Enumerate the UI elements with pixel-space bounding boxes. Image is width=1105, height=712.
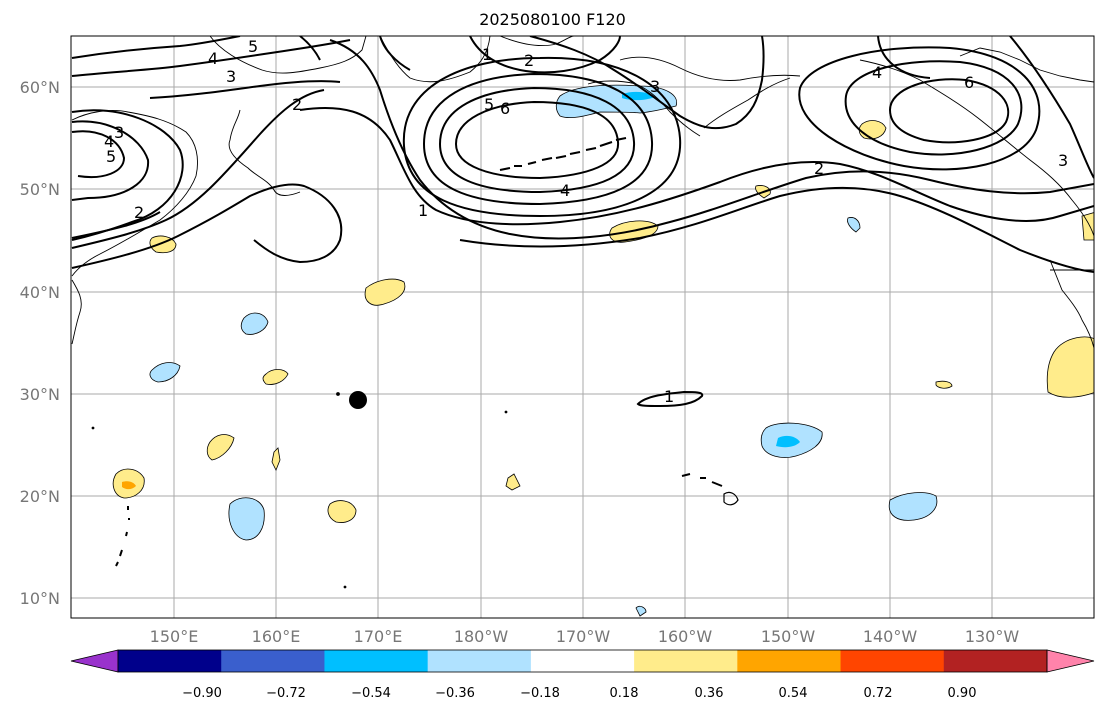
lon-label: 160°E: [252, 627, 301, 646]
lon-label: 160°W: [658, 627, 713, 646]
lon-label: 130°W: [965, 627, 1020, 646]
latitude-labels: 60°N 50°N 40°N 30°N 20°N 10°N: [20, 78, 60, 608]
colorbar-extend-low: [70, 649, 119, 673]
positive-anomaly-patch: [271, 447, 281, 471]
negative-anomaly-patch: [149, 362, 181, 383]
colorbar-tick: −0.18: [520, 686, 560, 701]
colorbar-tick: −0.54: [351, 686, 391, 701]
gridlines: [71, 36, 1094, 618]
lat-label: 20°N: [20, 487, 60, 506]
lon-label: 180°W: [454, 627, 509, 646]
colorbar-tick: −0.72: [266, 686, 306, 701]
longitude-labels: 150°E 160°E 170°E 180°W 170°W 160°W 150°…: [150, 627, 1020, 646]
positive-anomaly-patch: [206, 434, 235, 461]
colorbar-segment: [118, 650, 222, 672]
islands: [91, 137, 739, 589]
positive-anomaly-patch: [262, 369, 289, 385]
lat-label: 40°N: [20, 283, 60, 302]
strong-negative-anomaly-patch: [776, 435, 800, 448]
colorbar-tick: 0.90: [948, 686, 977, 701]
positive-anomaly-patch: [935, 380, 953, 389]
colorbar-segment: [634, 650, 738, 672]
contour-label: 4: [208, 49, 218, 68]
contour-label: 2: [134, 203, 144, 222]
contour-label: 3: [226, 67, 236, 86]
contour-label: 3: [650, 77, 660, 96]
colorbar-tick: 0.54: [779, 686, 808, 701]
contour-label: 1: [482, 45, 492, 64]
contour-label: 4: [872, 63, 882, 82]
negative-anomaly-patch: [635, 605, 647, 617]
positive-anomaly-patch: [1081, 212, 1094, 241]
positive-anomaly-patch: [327, 500, 357, 523]
contour-label: 6: [964, 73, 974, 92]
contour-label: 3: [1058, 151, 1068, 170]
positive-anomaly-patch: [364, 278, 406, 306]
contour-label: 3: [114, 123, 124, 142]
colorbar-tick: 0.36: [695, 686, 724, 701]
contour-label: 1: [664, 387, 674, 406]
contour-label: 2: [814, 159, 824, 178]
negative-anomaly-patch: [888, 492, 938, 521]
colorbar-tick-labels: −0.90 −0.72 −0.54 −0.36 −0.18 0.18 0.36 …: [182, 686, 976, 701]
positive-anomaly-patch: [1046, 336, 1094, 398]
negative-anomaly-patch: [228, 497, 265, 541]
contour-label: 5: [484, 95, 494, 114]
lat-label: 30°N: [20, 385, 60, 404]
contour-label: 1: [418, 201, 428, 220]
colorbar-segment: [427, 650, 532, 672]
lat-label: 50°N: [20, 180, 60, 199]
map-frame: [70, 35, 1095, 619]
colorbar-extend-high: [1046, 649, 1095, 673]
lon-label: 170°E: [354, 627, 403, 646]
contour-label: 5: [248, 37, 258, 56]
colorbar-segment: [530, 650, 635, 672]
colorbar-segment: [943, 650, 1048, 672]
colorbar-segment: [221, 650, 325, 672]
contour-lines: [71, 36, 1094, 408]
colorbar-tick: 0.72: [864, 686, 893, 701]
contour-label: 5: [106, 147, 116, 166]
colorbar-tick: 0.18: [610, 686, 639, 701]
lon-label: 150°W: [761, 627, 816, 646]
map-title: 2025080100 F120: [479, 10, 626, 29]
colorbar: [70, 649, 1095, 673]
lon-label: 170°W: [556, 627, 611, 646]
location-marker: [349, 391, 367, 409]
contour-label: 6: [500, 99, 510, 118]
lon-label: 150°E: [150, 627, 199, 646]
contour-label: 4: [104, 132, 114, 151]
negative-anomaly-patch: [847, 217, 861, 233]
colorbar-tick: −0.36: [435, 686, 475, 701]
contour-label: 4: [560, 181, 570, 200]
lat-label: 10°N: [20, 589, 60, 608]
colorbar-segment: [737, 650, 842, 672]
lon-label: 140°W: [863, 627, 918, 646]
colorbar-segment: [840, 650, 945, 672]
positive-anomaly-patch: [505, 473, 521, 491]
contour-label-group: 5 4 3 3 4 5 2 2 1 2 5 6 3 4 1 6 4 2 3 1: [104, 37, 1068, 406]
contour-label: 2: [292, 95, 302, 114]
colorbar-segment: [324, 650, 429, 672]
lat-label: 60°N: [20, 78, 60, 97]
contour-label: 2: [524, 51, 534, 70]
shaded-anomalies: [112, 84, 1094, 617]
colorbar-frame: [117, 649, 1048, 673]
negative-anomaly-patch: [240, 312, 269, 335]
colorbar-tick: −0.90: [182, 686, 222, 701]
strong-positive-anomaly-patch: [122, 481, 136, 490]
positive-anomaly-patch: [858, 120, 887, 140]
